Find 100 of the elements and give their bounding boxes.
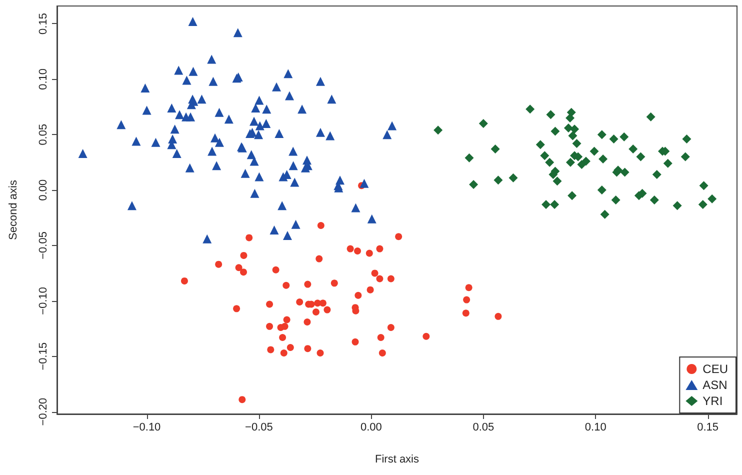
point [235,264,242,272]
point [552,176,562,186]
point [312,308,320,316]
point [566,158,575,167]
y-tick-label: 0.10 [38,68,50,90]
point [545,158,554,167]
point [570,124,580,134]
point [215,260,222,268]
point [680,152,690,162]
point [540,151,550,160]
point [572,138,582,148]
x-tick-label: 0.05 [472,422,494,434]
point [316,350,324,357]
point [304,318,311,326]
point [366,250,373,257]
point [434,126,443,135]
point [620,132,629,142]
point [462,310,470,317]
point [395,233,402,240]
point [609,134,618,144]
point [422,332,430,340]
point [346,245,354,252]
x-tick-label: 0.15 [697,422,719,434]
x-tick-label: 0.00 [360,422,382,434]
point [387,275,394,282]
point [279,334,286,341]
point [542,200,551,209]
point [598,154,608,164]
point [494,312,502,320]
point [636,152,646,162]
point [354,292,362,299]
point [682,134,692,144]
point [280,350,288,357]
point [550,126,560,136]
point [316,255,323,262]
point [568,131,578,140]
point [238,396,246,404]
point [180,277,188,284]
legend-label: YRI [702,394,723,408]
point [240,268,247,276]
point [377,334,384,341]
y-tick-label: −0.10 [38,286,50,315]
point [620,168,630,177]
point [508,173,518,182]
point [581,156,590,166]
point [568,191,577,200]
point [283,316,290,324]
y-tick-label: 0.15 [38,13,50,34]
point [324,306,331,314]
point [246,234,253,242]
point [463,296,470,304]
point [266,300,274,308]
point [546,110,556,120]
point [282,282,290,289]
point [296,298,304,306]
point [371,270,378,277]
y-tick-label: −0.15 [38,342,50,370]
point [611,196,620,205]
point [526,104,535,114]
y-tick-label: 0.05 [38,124,50,146]
point [564,123,573,132]
x-tick-label: −0.10 [132,422,161,434]
point [494,176,503,185]
point [267,346,274,354]
point [304,345,312,352]
point [376,245,384,252]
x-tick-label: 0.10 [584,422,606,434]
point [652,170,662,180]
point [465,284,472,292]
point [490,144,500,154]
legend-label: CEU [702,362,728,376]
point [536,140,545,150]
point [352,338,359,346]
point [698,200,708,209]
point [464,153,474,162]
point [266,322,274,330]
point [590,146,599,156]
point [597,130,606,140]
x-tick-label: −0.05 [245,422,273,434]
point [330,280,338,287]
point [366,286,374,294]
point [650,196,659,205]
y-tick-label: −0.05 [38,232,50,260]
point [319,300,326,307]
point [240,252,248,259]
y-axis-title: Second axis [8,180,20,240]
point [304,280,312,288]
point [376,275,384,282]
point [672,201,682,210]
point [628,144,638,154]
point [378,350,386,357]
point [281,322,288,330]
legend-label: ASN [702,378,728,392]
point [478,119,488,128]
point [663,158,672,168]
point [699,181,708,190]
y-tick-label: −0.20 [38,398,50,426]
y-tick-label: 0.00 [38,179,50,201]
point [550,200,560,209]
point [600,210,610,219]
